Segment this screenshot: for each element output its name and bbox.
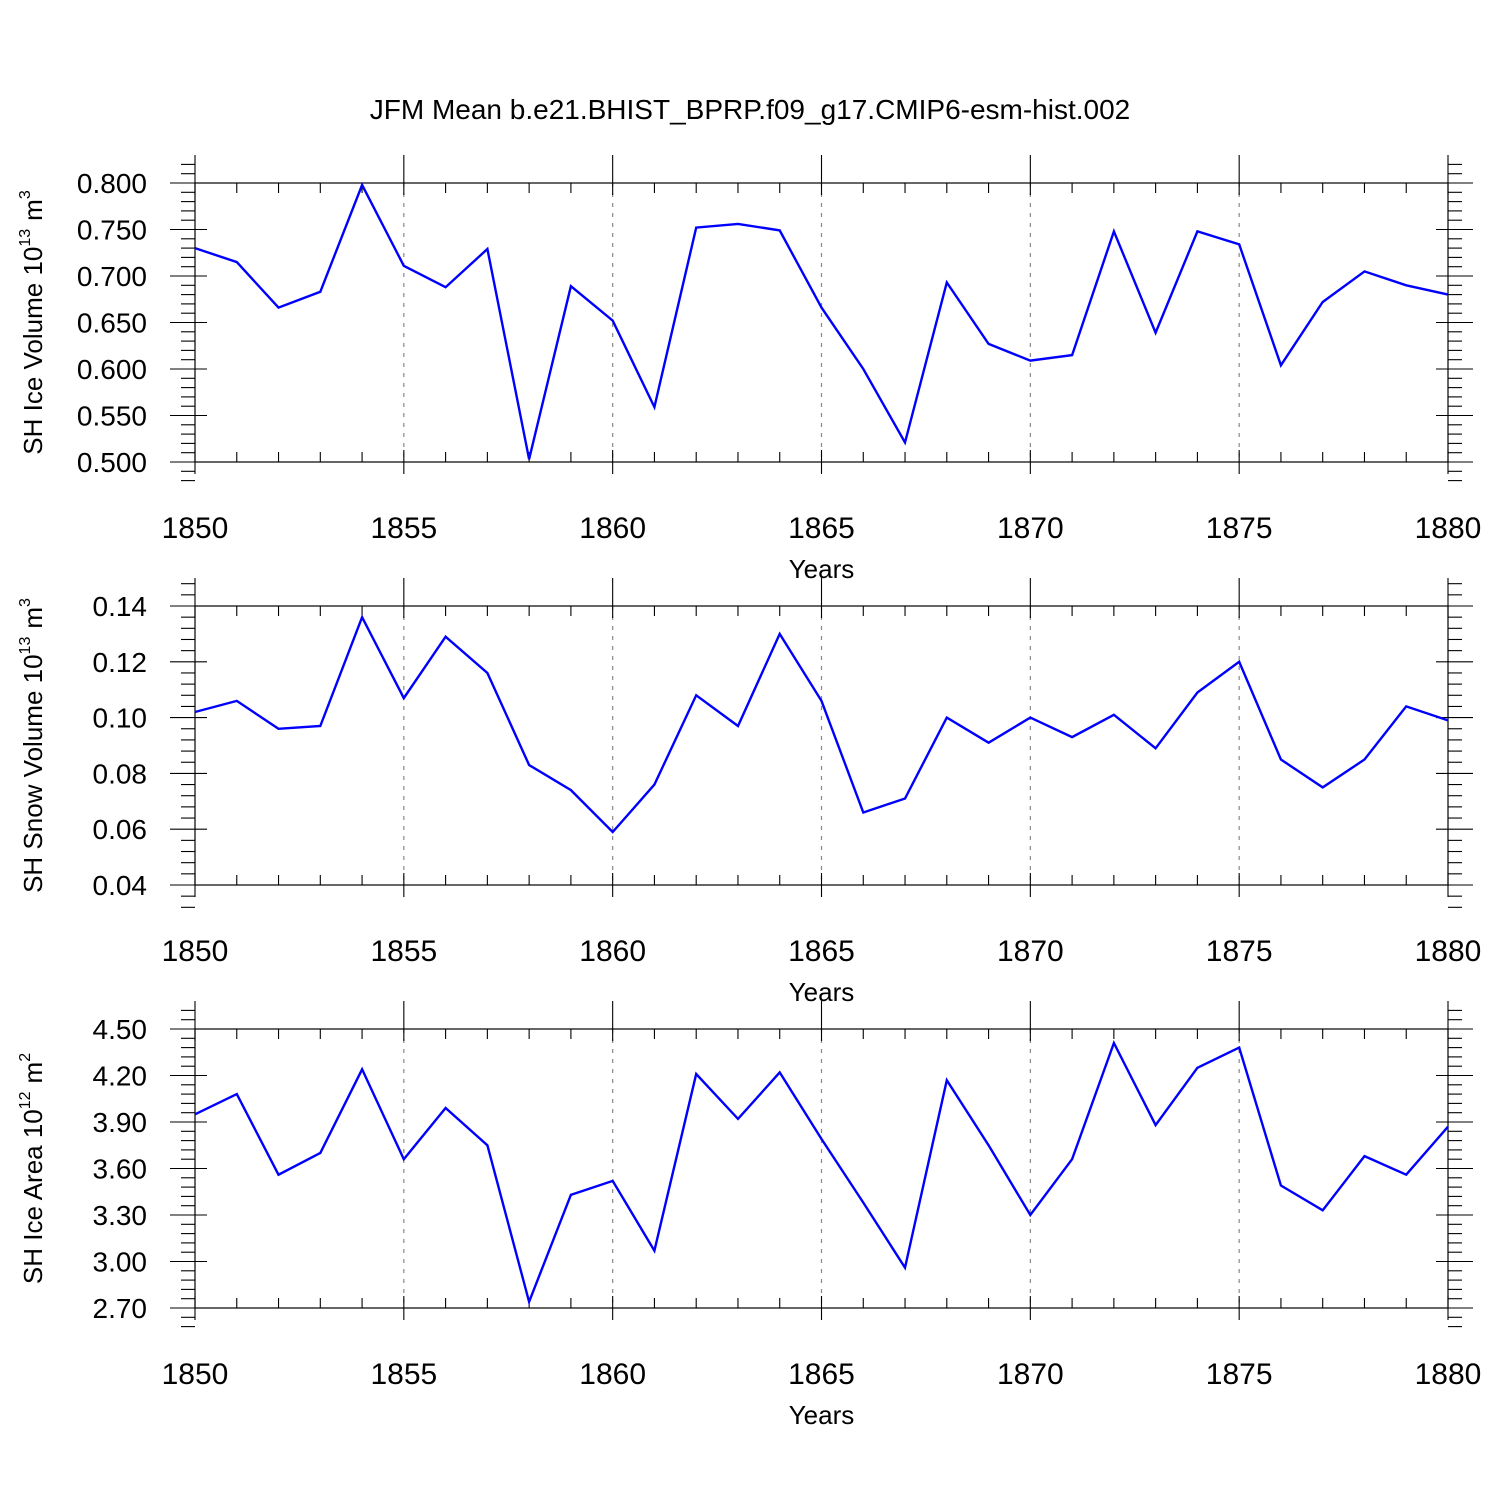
x-tick-label: 1870: [997, 512, 1064, 545]
y-tick-label: 3.00: [93, 1247, 148, 1278]
x-tick-label: 1870: [997, 935, 1064, 968]
panel-2: 1850 1855 1860 1865 1870 1875 1880 0.04 0.06 0.08…: [17, 578, 1481, 1007]
chart-title: JFM Mean b.e21.BHIST_BPRP.f09_g17.CMIP6-…: [370, 94, 1131, 125]
y-tick-label: 0.700: [77, 261, 147, 292]
x-tick-label: 1860: [579, 512, 646, 545]
x-tick-label: 1855: [370, 512, 437, 545]
y-tick-label: 0.750: [77, 215, 147, 246]
x-tick-label: 1880: [1415, 1358, 1482, 1391]
x-tick-label: 1860: [579, 935, 646, 968]
series-line: [194, 1039, 1449, 1306]
x-tick-label: 1875: [1206, 935, 1273, 968]
y-tick-label: 0.550: [77, 401, 147, 432]
x-tick-label: 1880: [1415, 935, 1482, 968]
x-axis-title: Years: [789, 1400, 855, 1430]
y-axis-title: SH Ice Volume 1013m3: [17, 190, 48, 455]
y-tick-label: 0.500: [77, 447, 147, 478]
x-tick-label: 1860: [579, 1358, 646, 1391]
y-tick-label: 4.50: [93, 1014, 148, 1045]
series-line: [194, 181, 1449, 460]
y-tick-label: 0.08: [93, 758, 148, 789]
y-tick-label: 0.10: [93, 703, 148, 734]
x-tick-label: 1875: [1206, 512, 1273, 545]
y-tick-label: 2.70: [93, 1293, 148, 1324]
x-tick-label: 1850: [162, 512, 229, 545]
y-tick-label: 3.30: [93, 1200, 148, 1231]
x-tick-label: 1850: [162, 1358, 229, 1391]
x-tick-label: 1880: [1415, 512, 1482, 545]
y-tick-label: 0.12: [93, 647, 148, 678]
x-tick-label: 1850: [162, 935, 229, 968]
x-tick-label: 1865: [788, 935, 855, 968]
y-tick-label: 0.600: [77, 354, 147, 385]
x-tick-label: 1875: [1206, 1358, 1273, 1391]
y-tick-label: 0.800: [77, 168, 147, 199]
y-axis-title: SH Ice Area 1012m2: [17, 1053, 48, 1284]
y-tick-label: 4.20: [93, 1061, 148, 1092]
y-tick-label: 0.04: [93, 870, 148, 901]
x-tick-label: 1855: [370, 935, 437, 968]
y-tick-label: 0.06: [93, 814, 148, 845]
x-tick-label: 1855: [370, 1358, 437, 1391]
y-tick-label: 0.14: [93, 591, 148, 622]
series-line: [194, 614, 1449, 834]
panel-1: 1850 1855 1860 1865 1870 1875 1880 0.500 0.550 0.…: [17, 155, 1481, 584]
y-tick-label: 3.60: [93, 1154, 148, 1185]
y-tick-label: 0.650: [77, 308, 147, 339]
y-axis-title: SH Snow Volume 1013m3: [17, 598, 48, 893]
x-tick-label: 1865: [788, 512, 855, 545]
y-tick-label: 3.90: [93, 1107, 148, 1138]
x-tick-label: 1870: [997, 1358, 1064, 1391]
panel-3: 1850 1855 1860 1865 1870 1875 1880 2.70 3.00 3.30…: [17, 1001, 1481, 1430]
panels-container: 1850 1855 1860 1865 1870 1875 1880 0.500 0.550 0.…: [17, 155, 1481, 1430]
x-tick-label: 1865: [788, 1358, 855, 1391]
